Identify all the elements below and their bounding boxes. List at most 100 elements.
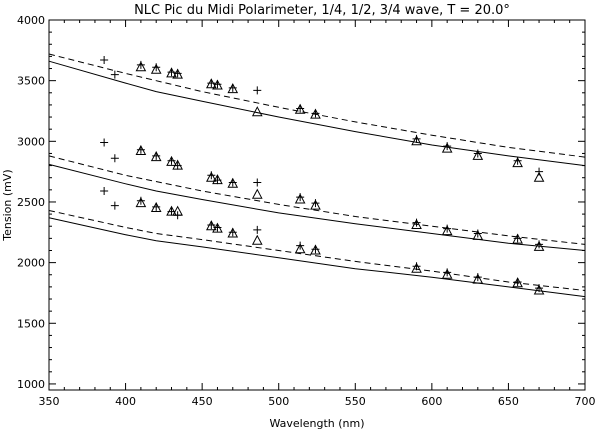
triangle-marker xyxy=(212,79,223,90)
x-tick-label: 350 xyxy=(39,395,60,408)
x-tick-label: 600 xyxy=(421,395,442,408)
plus-marker xyxy=(253,86,262,95)
plus-marker xyxy=(110,154,119,163)
plus-marker xyxy=(253,178,262,187)
dashed-curve xyxy=(48,155,586,245)
x-tick-label: 400 xyxy=(115,395,136,408)
triangle-marker xyxy=(135,144,147,156)
solid-curve xyxy=(48,217,586,298)
triangle-marker xyxy=(533,284,545,295)
solid-curve xyxy=(48,60,586,167)
triangle-marker xyxy=(472,273,484,284)
triangle-marker xyxy=(472,229,484,240)
triangle-marker xyxy=(206,220,217,231)
triangle-marker xyxy=(227,227,239,238)
plus-marker xyxy=(228,83,237,92)
triangle-marker xyxy=(441,142,453,153)
y-tick-label: 3500 xyxy=(17,75,45,88)
measurement-markers xyxy=(100,56,545,295)
triangle-marker xyxy=(441,268,453,279)
triangle-marker xyxy=(533,240,545,251)
plus-marker xyxy=(296,241,305,250)
triangle-marker xyxy=(472,149,484,160)
x-tick-label: 650 xyxy=(498,395,519,408)
x-tick-label: 450 xyxy=(192,395,213,408)
triangle-marker xyxy=(512,157,523,168)
y-tick-label: 2000 xyxy=(17,257,45,270)
triangle-marker xyxy=(251,188,263,199)
plus-marker xyxy=(311,245,320,254)
triangle-marker xyxy=(227,83,239,94)
triangle-marker xyxy=(294,193,306,204)
y-axis-label: Tension (mV) xyxy=(1,169,14,241)
plot-frame xyxy=(48,19,586,391)
triangle-marker xyxy=(310,108,321,119)
plus-marker xyxy=(311,109,320,118)
triangle-marker xyxy=(512,277,523,288)
y-tick-label: 1500 xyxy=(17,317,45,330)
plus-marker xyxy=(110,70,119,79)
plus-marker xyxy=(167,156,176,165)
plus-marker xyxy=(513,278,522,287)
triangle-marker xyxy=(227,177,239,188)
triangle-marker xyxy=(172,68,183,79)
plus-marker xyxy=(152,151,161,160)
triangle-marker xyxy=(150,151,162,162)
triangle-marker xyxy=(512,233,523,244)
plus-marker xyxy=(213,80,222,89)
solid-curve xyxy=(48,163,586,251)
plus-marker xyxy=(207,221,216,230)
triangle-marker xyxy=(251,106,263,117)
triangle-marker xyxy=(166,67,177,78)
triangle-marker xyxy=(172,159,183,170)
x-tick-label: 700 xyxy=(575,395,595,408)
plus-marker xyxy=(253,225,262,234)
triangle-marker xyxy=(150,63,162,74)
triangle-marker xyxy=(441,225,453,236)
plus-marker xyxy=(100,138,109,147)
chart-title: NLC Pic du Midi Polarimeter, 1/4, 1/2, 3… xyxy=(134,3,510,18)
triangle-marker xyxy=(135,61,147,72)
plus-marker xyxy=(100,187,109,196)
x-tick-label: 550 xyxy=(345,395,366,408)
triangle-marker xyxy=(206,78,217,89)
dashed-curve xyxy=(48,53,586,158)
y-tick-label: 1000 xyxy=(17,378,45,391)
triangle-marker xyxy=(172,205,183,216)
triangle-marker xyxy=(166,205,177,216)
triangle-marker xyxy=(166,155,177,166)
axis-ticks: 350 400 450 500 550 600 650 700 1000 1500 2000 2500… xyxy=(17,14,595,408)
plus-marker xyxy=(513,234,522,243)
plus-marker xyxy=(167,68,176,77)
y-tick-label: 2500 xyxy=(17,196,45,209)
dashed-curve xyxy=(48,210,586,291)
triangle-marker xyxy=(411,218,422,230)
triangle-marker xyxy=(212,222,223,233)
triangle-marker xyxy=(135,197,147,208)
plus-marker xyxy=(110,201,119,210)
plus-marker xyxy=(152,202,161,211)
triangle-marker xyxy=(411,135,422,146)
model-curves xyxy=(48,53,586,298)
plus-marker xyxy=(173,69,182,78)
plus-marker xyxy=(207,79,216,88)
plus-marker xyxy=(136,145,145,154)
triangle-marker xyxy=(411,262,422,273)
plus-marker xyxy=(228,228,237,237)
plus-marker xyxy=(100,56,109,65)
x-axis-label: Wavelength (nm) xyxy=(269,417,364,430)
triangle-marker xyxy=(294,243,306,254)
y-tick-label: 3000 xyxy=(17,135,45,148)
triangle-marker xyxy=(310,244,321,255)
triangle-marker xyxy=(212,174,223,185)
triangle-marker xyxy=(206,171,217,182)
triangle-marker xyxy=(251,234,263,245)
y-tick-label: 4000 xyxy=(17,14,45,27)
triangle-marker xyxy=(533,171,545,182)
plus-marker xyxy=(296,104,305,113)
x-tick-label: 500 xyxy=(268,395,289,408)
triangle-marker xyxy=(310,199,321,210)
triangle-marker xyxy=(294,103,306,114)
plus-marker xyxy=(228,178,237,187)
